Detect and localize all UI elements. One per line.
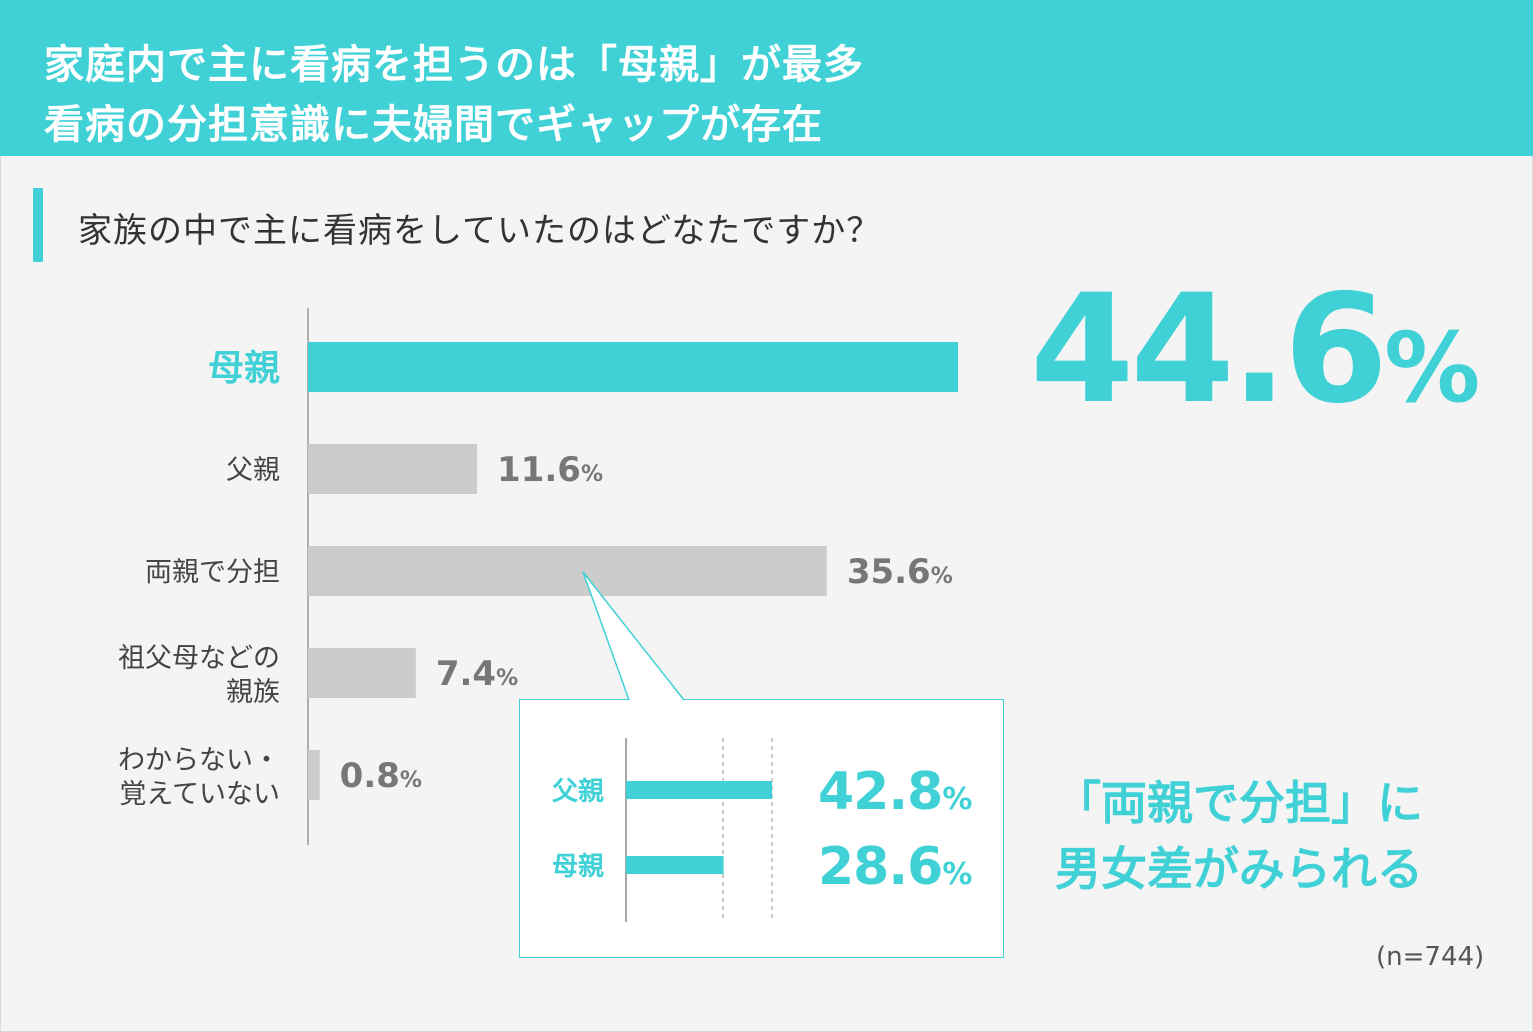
category-label-4-line-1: 覚えていない [119, 779, 280, 810]
category-label-0: 母親 [208, 348, 280, 389]
value-label-2: 35.6% [847, 552, 953, 592]
value-label-4-unit: % [400, 768, 422, 793]
question-accent-bar [33, 188, 43, 262]
title-line-1: 家庭内で主に看病を担うのは「母親」が最多 [44, 42, 864, 88]
bar-0 [308, 342, 958, 392]
value-label-1: 11.6% [497, 450, 603, 490]
category-label-1: 父親 [226, 455, 280, 486]
value-label-1-unit: % [581, 462, 603, 487]
category-label-3-line-1: 親族 [226, 677, 280, 708]
question-text: 家族の中で主に看病をしていたのはどなたですか？ [78, 211, 882, 251]
highlight-value-unit: % [1384, 312, 1481, 424]
title-line-2: 看病の分担意識に夫婦間でギャップが存在 [44, 102, 823, 148]
category-label-2: 両親で分担 [145, 557, 280, 588]
value-label-4: 0.8% [340, 756, 422, 796]
callout-pointer [582, 571, 685, 701]
inset-value-label-1: 28.6% [818, 837, 972, 897]
inset-value-label-0-number: 42.8 [818, 762, 942, 822]
sample-size: (n=744) [1376, 942, 1485, 972]
inset-value-label-0-unit: % [942, 782, 972, 817]
title-banner: 家庭内で主に看病を担うのは「母親」が最多 看病の分担意識に夫婦間でギャップが存在 [0, 0, 1533, 156]
value-label-1-number: 11.6 [497, 450, 581, 490]
value-label-3-unit: % [496, 666, 518, 691]
inset-bar-1 [626, 856, 724, 874]
callout-line-1: 「両親で分担」に [1055, 776, 1423, 830]
inset-value-label-1-unit: % [942, 857, 972, 892]
inset-category-label-0: 父親 [552, 777, 604, 807]
value-label-3: 7.4% [436, 654, 518, 694]
bar-3 [308, 648, 416, 698]
bar-4 [308, 750, 320, 800]
highlight-value: 44.6% [1030, 275, 1480, 425]
value-label-3-number: 7.4 [436, 654, 496, 694]
highlight-value-number: 44.6 [1030, 263, 1388, 437]
bar-1 [308, 444, 478, 494]
value-label-4-number: 0.8 [340, 756, 400, 796]
category-label-3-line-0: 祖父母などの [118, 643, 280, 674]
inset-value-label-0: 42.8% [818, 762, 972, 822]
value-label-2-unit: % [931, 564, 953, 589]
callout-line-2: 男女差がみられる [1055, 842, 1423, 896]
inset-panel [519, 699, 1004, 958]
value-label-2-number: 35.6 [847, 552, 931, 592]
bar-2 [308, 546, 827, 596]
inset-bar-0 [626, 781, 772, 799]
inset-category-label-1: 母親 [552, 852, 604, 882]
inset-value-label-1-number: 28.6 [818, 837, 942, 897]
callout-text: 「両親で分担」に 男女差がみられる [1055, 770, 1423, 902]
category-label-4-line-0: わからない・ [118, 745, 280, 776]
